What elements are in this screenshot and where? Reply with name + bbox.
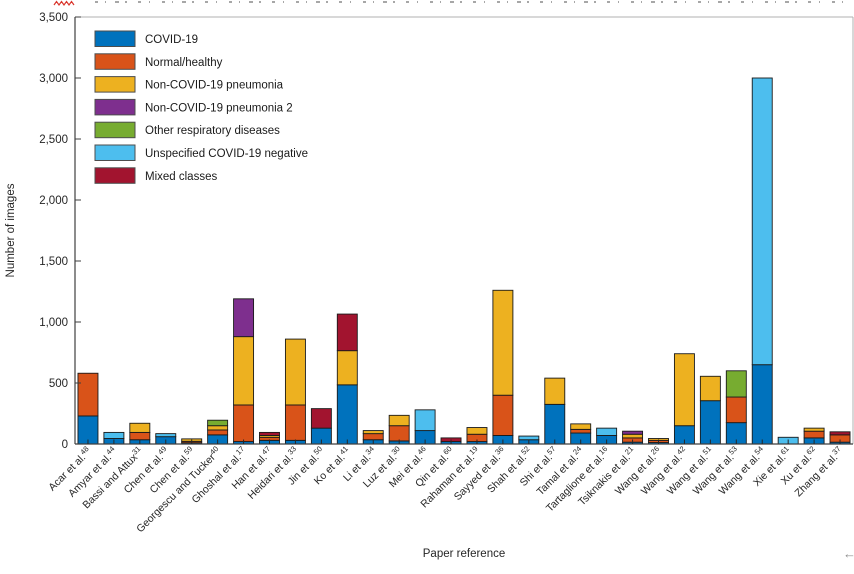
bar-segment — [284, 338, 306, 406]
cursor-arrow-icon: ← — [843, 546, 854, 561]
bar-segment — [622, 430, 644, 435]
bar-segment — [77, 372, 99, 417]
bar-segment — [207, 419, 229, 427]
legend-label: Other respiratory diseases — [145, 125, 280, 137]
y-tick-label: 1,500 — [39, 256, 68, 268]
bar-segment — [570, 423, 592, 430]
y-tick-label: 1,000 — [39, 317, 68, 329]
bar-segment — [336, 350, 358, 386]
bar-segment — [388, 414, 410, 427]
y-tick-label: 2,500 — [39, 134, 68, 146]
bar-segment — [103, 431, 125, 439]
x-axis-title: Paper reference — [423, 548, 505, 560]
bar-segment — [622, 433, 644, 439]
bar-segment — [207, 425, 229, 431]
bar-segment — [725, 396, 747, 424]
bar-segment — [699, 375, 721, 402]
bar-segment — [233, 404, 255, 443]
bar-segment — [518, 435, 540, 441]
bar-segment — [129, 431, 151, 441]
bar-segment — [803, 427, 825, 432]
plot-box — [75, 16, 854, 444]
y-axis-title: Number of images — [5, 183, 17, 277]
legend-label: Normal/healthy — [145, 57, 223, 69]
bar-segment — [544, 377, 566, 405]
legend-swatch — [94, 167, 136, 184]
y-tick-label: 500 — [49, 378, 68, 390]
legend-label: COVID-19 — [145, 34, 198, 46]
bar-segment — [803, 430, 825, 439]
legend-label: Unspecified COVID-19 negative — [145, 148, 308, 160]
bar-segment — [207, 429, 229, 436]
bar-segment — [155, 433, 177, 438]
bar-segment — [492, 289, 514, 396]
legend-label: Non-COVID-19 pneumonia — [145, 80, 284, 92]
bar-segment — [570, 428, 592, 434]
bar-segment — [829, 431, 851, 436]
y-tick-label: 3,000 — [39, 73, 68, 85]
y-tick-label: 3,500 — [39, 12, 68, 24]
bar-segment — [596, 427, 618, 436]
legend-swatch — [94, 144, 136, 161]
legend-swatch — [94, 98, 136, 116]
bar-segment — [414, 409, 436, 432]
bar-segment — [362, 433, 384, 441]
bar-segment — [673, 353, 695, 427]
bar-segment — [233, 336, 255, 406]
bar-segment — [699, 400, 721, 445]
bar-segment — [129, 422, 151, 433]
bar-segment — [466, 427, 488, 435]
y-tick-label: 0 — [62, 439, 68, 451]
legend-swatch — [94, 53, 136, 70]
legend: COVID-19 Normal/healthy Non-COVID-19 pneum… — [94, 30, 308, 184]
bar-segment — [362, 430, 384, 435]
legend-swatch — [94, 121, 136, 139]
y-axis: 0 500 1,000 1,500 2,000 2,500 3,000 3,500 Number… — [5, 12, 81, 451]
bar-segment — [233, 298, 255, 338]
bar-segment — [259, 431, 280, 436]
bar-segment — [310, 408, 332, 429]
bar-segment — [388, 425, 410, 442]
legend-swatch — [94, 30, 136, 47]
y-tick-label: 2,000 — [39, 195, 68, 207]
cropped-text-artifact — [53, 0, 850, 7]
legend-swatch — [94, 76, 136, 93]
bar-segment — [336, 313, 358, 352]
bar-segment — [725, 370, 747, 398]
bar-segment — [751, 77, 773, 366]
bar-segment — [336, 384, 358, 445]
bar-segment — [492, 394, 514, 436]
bar-segment — [751, 364, 773, 445]
red-squiggle-underline-icon — [53, 0, 75, 7]
legend-label: Non-COVID-19 pneumonia 2 — [145, 102, 293, 114]
legend-label: Mixed classes — [145, 171, 217, 183]
bar-segment — [544, 403, 566, 445]
bar-segment — [284, 404, 306, 441]
